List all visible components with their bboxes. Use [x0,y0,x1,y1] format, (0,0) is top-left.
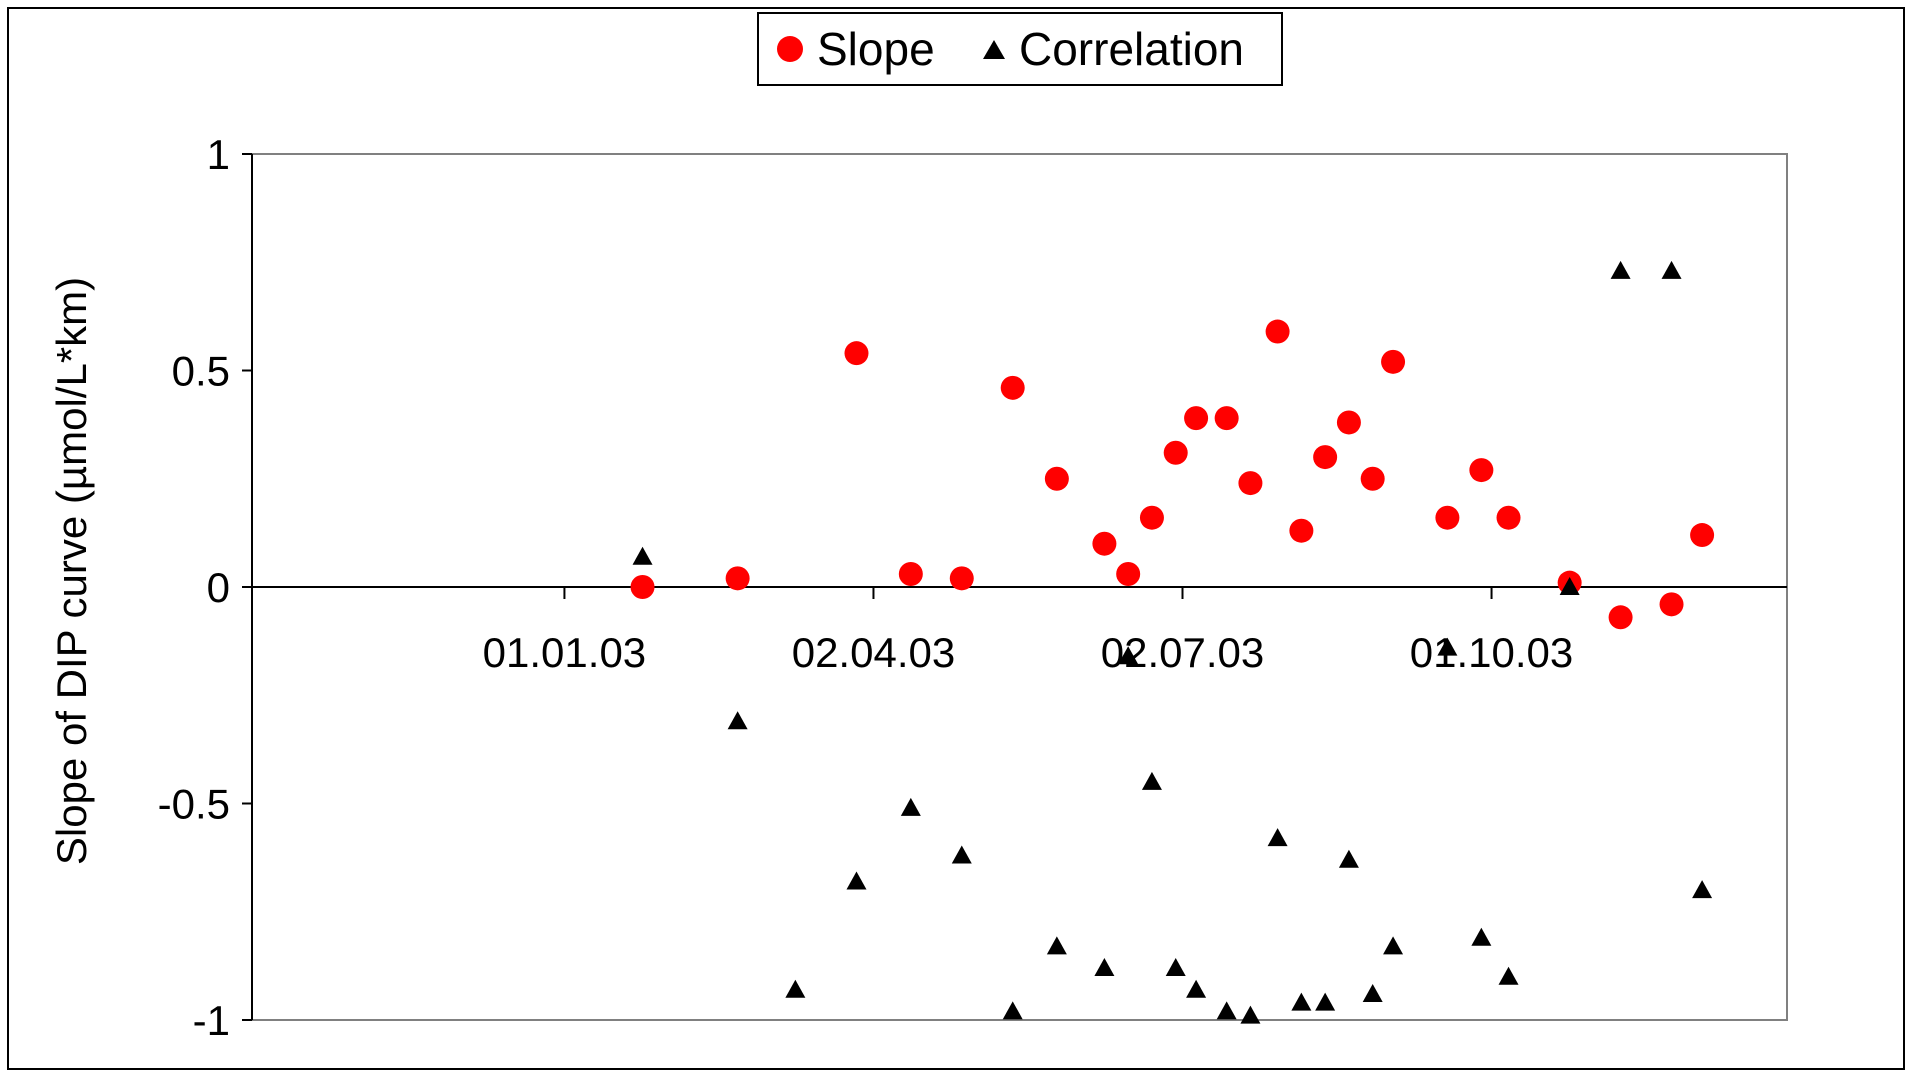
x-tick-label: 01.01.03 [483,629,647,676]
slope-point [1435,505,1460,530]
correlation-point [1338,849,1359,868]
correlation-point [1362,984,1383,1003]
legend-label-slope: Slope [817,23,935,75]
correlation-point [785,979,806,998]
slope-point [1139,505,1164,530]
correlation-point [1267,828,1288,847]
correlation-point [1383,936,1404,955]
correlation-point [1692,880,1713,899]
correlation-point [1471,927,1492,946]
correlation-point [1661,260,1682,279]
x-tick-label: 01.10.03 [1410,629,1574,676]
correlation-point [1216,1001,1237,1020]
slope-marker-icon [777,36,803,62]
correlation-point [1437,637,1458,656]
correlation-point [1315,992,1336,1011]
slope-point [844,341,869,366]
correlation-point [1610,260,1631,279]
correlation-marker-icon [983,39,1005,59]
slope-point [1608,605,1633,630]
correlation-point [1141,771,1162,790]
correlation-point [632,546,653,565]
slope-point [1381,349,1406,374]
y-tick-label: -1 [193,997,230,1044]
slope-point [1659,592,1684,617]
correlation-point [951,845,972,864]
y-axis-title: Slope of DIP curve (µmol/L*km) [48,276,95,866]
slope-point [1238,471,1263,496]
slope-point [1469,458,1494,483]
legend-label-correlation: Correlation [1019,23,1244,75]
correlation-point [1094,958,1115,977]
correlation-point [1118,646,1139,665]
slope-point [1184,406,1209,431]
legend: Slope Correlation [757,12,1283,86]
correlation-point [1291,992,1312,1011]
correlation-point [1559,577,1580,595]
slope-point [1116,562,1141,587]
slope-point [1289,518,1314,543]
slope-point [1214,406,1239,431]
slope-point [1360,466,1385,491]
slope-point [1313,445,1338,470]
y-tick-label: 1 [207,131,230,178]
correlation-point [1046,936,1067,955]
slope-point [1690,523,1715,548]
slope-point [1496,505,1521,530]
correlation-point [1165,958,1186,977]
legend-item-correlation: Correlation [979,23,1244,75]
correlation-point [1240,1005,1261,1024]
slope-point [1044,466,1069,491]
y-tick-label: 0.5 [172,348,230,395]
slope-point [1265,319,1290,344]
correlation-point [1186,979,1207,998]
y-tick-label: 0 [207,564,230,611]
slope-point [1092,531,1117,556]
slope-point [630,575,655,599]
slope-point [725,566,750,591]
slope-point [1163,440,1188,465]
slope-point [1336,410,1361,435]
correlation-point [1002,1001,1023,1020]
legend-item-slope: Slope [777,23,935,75]
correlation-point [727,711,748,730]
slope-point [1000,375,1025,400]
y-tick-label: -0.5 [158,781,230,828]
slope-point [898,562,923,587]
x-tick-label: 02.04.03 [792,629,956,676]
slope-point [949,566,974,591]
correlation-point [846,871,867,890]
correlation-point [1498,966,1519,985]
correlation-point [900,797,921,816]
